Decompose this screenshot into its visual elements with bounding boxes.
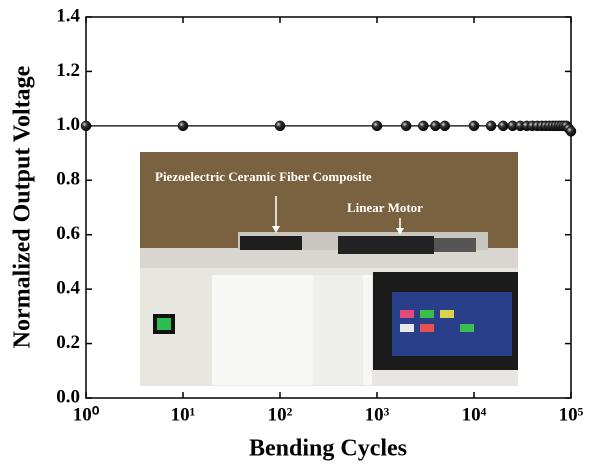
data-point — [485, 120, 497, 132]
x-tick-label: 10² — [268, 404, 293, 425]
y-tick-label: 0.6 — [56, 223, 80, 244]
y-tick-label: 1.0 — [56, 114, 80, 135]
annotation: Piezoelectric Ceramic Fiber Composite — [155, 169, 372, 184]
annotation: Linear Motor — [347, 200, 423, 215]
data-point — [497, 120, 509, 132]
data-point — [418, 120, 429, 132]
y-axis-title: Normalized Output Voltage — [10, 65, 36, 348]
y-tick-label: 0.4 — [56, 278, 80, 299]
data-point — [400, 120, 412, 132]
plot-frame — [85, 16, 572, 399]
inset-photo — [140, 152, 518, 386]
x-tick-label: 10³ — [365, 404, 390, 425]
data-point — [177, 120, 189, 132]
data-point — [468, 120, 480, 132]
y-tick-label: 0.8 — [56, 169, 80, 190]
data-point — [80, 120, 92, 132]
y-tick-label: 0.0 — [56, 386, 80, 407]
y-tick-label: 1.4 — [56, 5, 80, 26]
data-point — [565, 126, 577, 137]
x-tick-label: 10⁴ — [462, 404, 487, 425]
data-point — [430, 120, 441, 132]
x-tick-label: 10⁵ — [559, 404, 584, 425]
y-tick-label: 1.2 — [56, 60, 80, 81]
data-point — [439, 120, 451, 132]
x-tick-label: 10⁰ — [73, 404, 100, 425]
x-tick-label: 10¹ — [171, 404, 196, 425]
data-point — [371, 120, 383, 132]
x-axis-title: Bending Cycles — [249, 436, 407, 462]
data-point — [274, 120, 286, 132]
y-tick-label: 0.2 — [56, 332, 80, 353]
